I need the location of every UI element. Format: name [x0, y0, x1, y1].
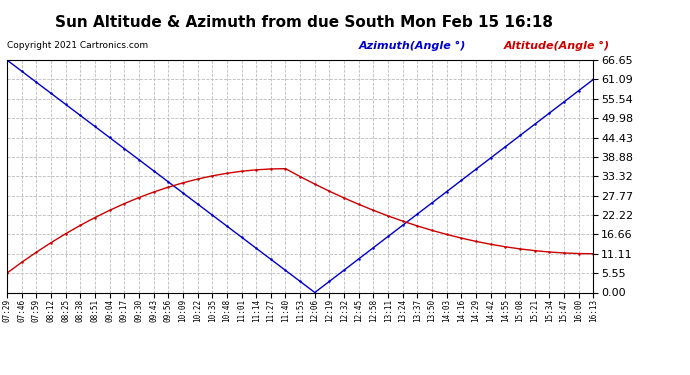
Text: Copyright 2021 Cartronics.com: Copyright 2021 Cartronics.com [7, 41, 148, 50]
Text: Sun Altitude & Azimuth from due South Mon Feb 15 16:18: Sun Altitude & Azimuth from due South Mo… [55, 15, 553, 30]
Text: Altitude(Angle °): Altitude(Angle °) [504, 41, 610, 51]
Text: Azimuth(Angle °): Azimuth(Angle °) [359, 41, 466, 51]
